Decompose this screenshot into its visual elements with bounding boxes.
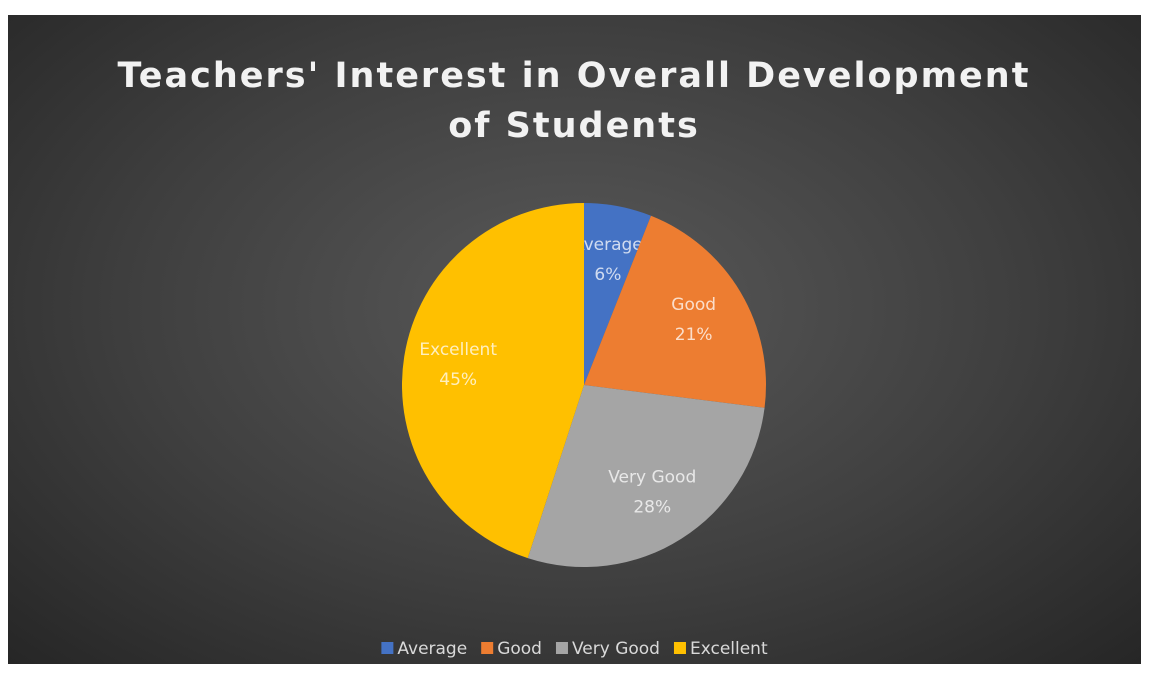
- data-label-name: Excellent: [419, 340, 497, 360]
- data-label-name: Average: [573, 235, 643, 255]
- legend-swatch: [381, 642, 394, 654]
- legend-swatch: [555, 642, 568, 654]
- legend-label: Very Good: [572, 639, 660, 659]
- pie-slice: [527, 385, 765, 567]
- legend-swatch: [673, 642, 686, 654]
- chart-area: Average 6% Good 21% Very Good 28% Excellent 45%…: [8, 15, 1141, 664]
- data-label-name: Good: [671, 295, 716, 315]
- legend: Average Good Very Good Excellent: [381, 639, 768, 659]
- legend-label: Good: [497, 639, 542, 659]
- data-label-value: 6%: [594, 265, 621, 285]
- pie-slice: [402, 203, 584, 559]
- data-label-name: Very Good: [608, 468, 696, 488]
- pie-slice: [584, 215, 767, 408]
- data-label-value: 45%: [439, 370, 477, 390]
- data-label-value: 28%: [633, 498, 671, 518]
- legend-label: Average: [397, 639, 467, 659]
- legend-swatch: [481, 642, 494, 654]
- pie-slice: [584, 203, 651, 385]
- chart: Average 6% Good 21% Very Good 28% Excellent 45%…: [381, 203, 768, 659]
- data-label-value: 21%: [675, 325, 713, 345]
- legend-label: Excellent: [690, 639, 768, 659]
- chart-title: Teachers' Interest in Overall Developmen…: [117, 56, 1031, 146]
